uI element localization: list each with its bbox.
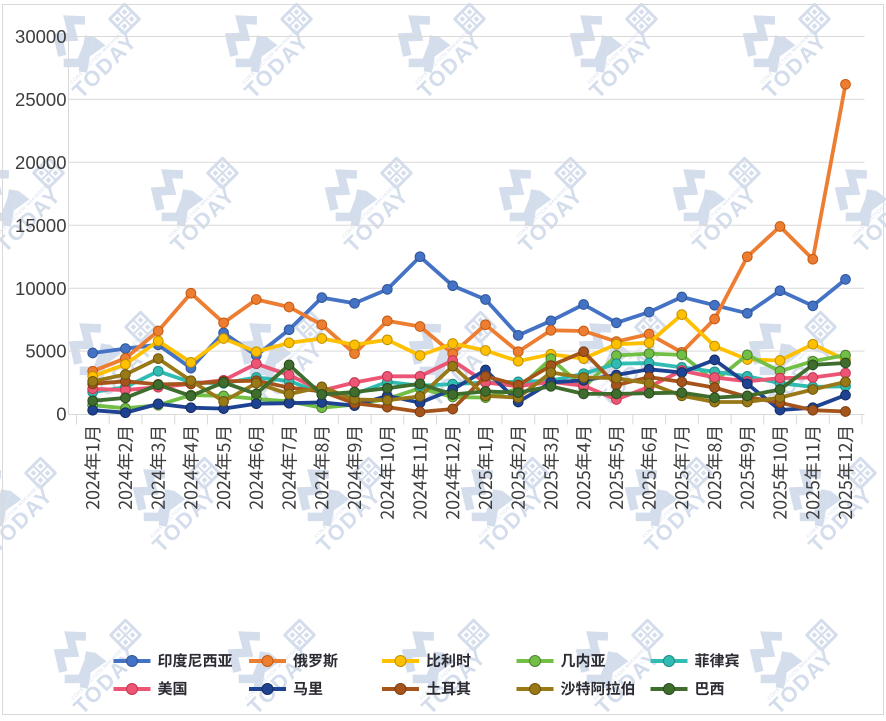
svg-text:25000: 25000 bbox=[15, 89, 66, 110]
svg-text:5000: 5000 bbox=[25, 341, 66, 362]
svg-text:0: 0 bbox=[56, 404, 66, 425]
svg-text:20000: 20000 bbox=[15, 152, 66, 173]
svg-text:10000: 10000 bbox=[15, 278, 66, 299]
svg-text:30000: 30000 bbox=[15, 26, 66, 47]
svg-text:15000: 15000 bbox=[15, 215, 66, 236]
